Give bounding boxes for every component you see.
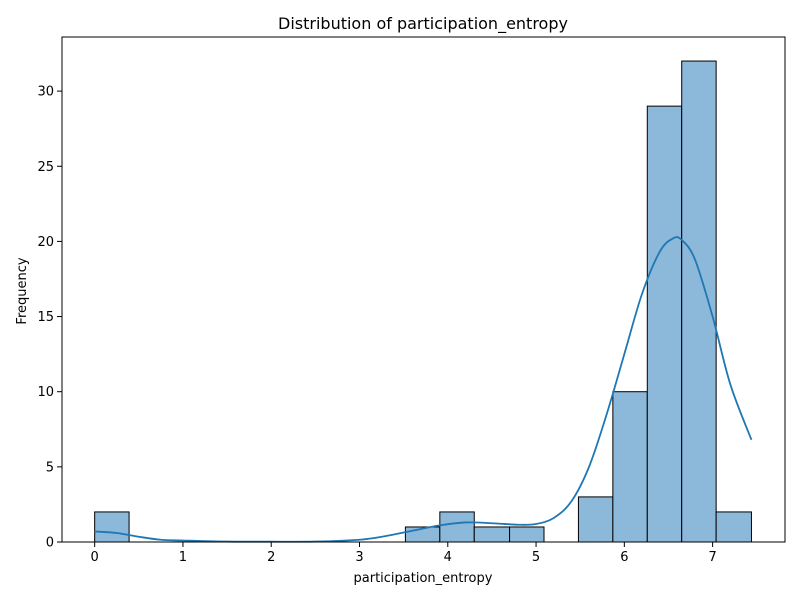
y-tick-label: 10 [37,385,54,400]
x-tick-label: 0 [91,550,99,565]
histogram-bar [612,391,648,543]
y-axis-label: Frequency [15,257,30,324]
y-tick-label: 20 [37,235,54,250]
y-tick-label: 30 [37,85,54,100]
y-axis-ticks: 0 5 10 15 20 25 30 [37,85,62,551]
histogram-bar [439,511,475,543]
x-tick-label: 1 [179,550,187,565]
histogram-bar [577,496,614,543]
x-tick-label: 6 [620,550,628,565]
x-tick-label: 5 [532,550,540,565]
histogram-bar [681,60,717,543]
histogram-bar [509,526,545,543]
x-tick-label: 7 [708,550,716,565]
y-tick-label: 15 [37,310,54,325]
x-tick-label: 4 [444,550,452,565]
chart-title: Distribution of participation_entropy [278,14,568,34]
x-tick-label: 2 [267,550,275,565]
y-tick-label: 0 [46,536,54,551]
histogram-bar [94,511,130,543]
x-axis-ticks: 0 1 2 3 4 5 6 7 [91,542,717,565]
histogram-bars [94,60,752,543]
y-tick-label: 5 [46,460,54,475]
x-tick-label: 3 [355,550,363,565]
histogram-bar [715,511,752,543]
plot-frame [61,36,786,543]
x-axis-label: participation_entropy [354,571,493,586]
y-tick-label: 25 [37,160,54,175]
histogram-bar [473,526,511,543]
histogram-bar [646,105,683,543]
kde-curve [94,236,753,543]
